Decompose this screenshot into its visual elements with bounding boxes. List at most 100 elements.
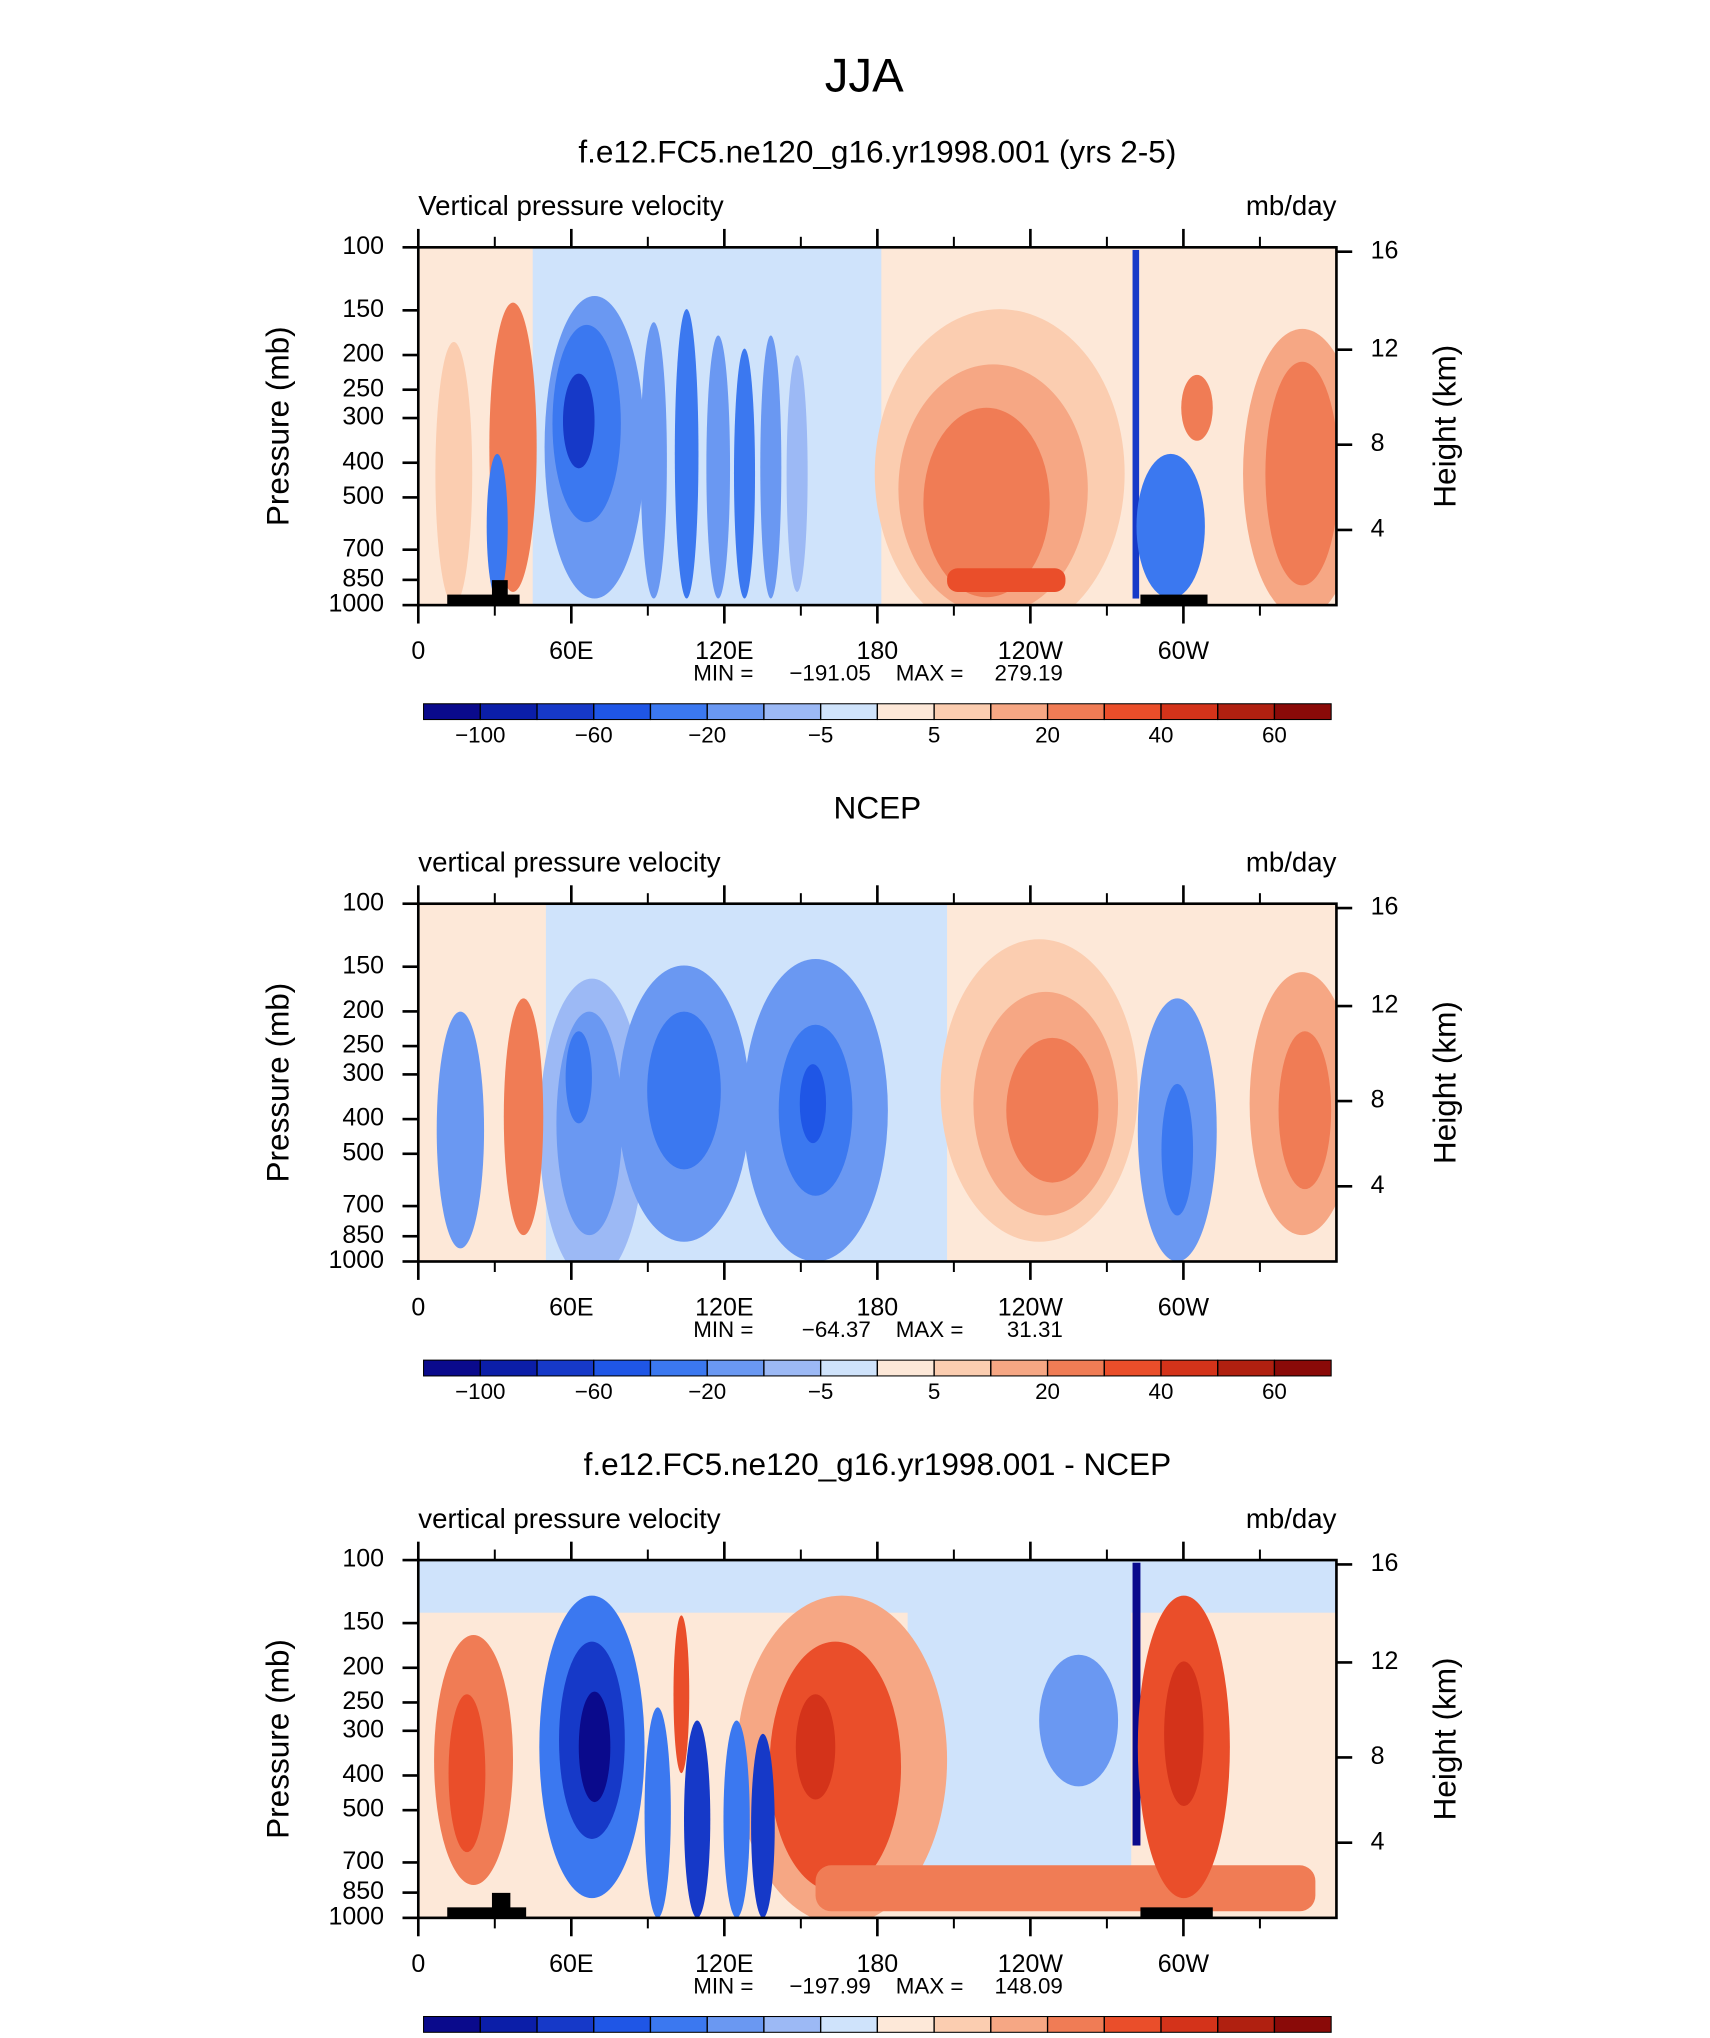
y-tick-label: 200: [342, 1652, 384, 1680]
colorbar-label: −40: [518, 2035, 556, 2038]
x-tick-label: 120W: [998, 1950, 1064, 1978]
stat-name: MAX =: [896, 1973, 964, 1998]
y2-axis-label: Height (km): [1426, 345, 1462, 508]
colorbar-label: 5: [928, 2035, 940, 2038]
x-tick-label: 180: [857, 637, 899, 665]
stat-name: MAX =: [896, 1317, 964, 1342]
colorbar-label: 20: [1035, 723, 1060, 748]
colorbar-box: [933, 703, 992, 721]
topography: [447, 1907, 527, 1918]
colorbar-label: 60: [1262, 1379, 1287, 1404]
x-tick-label: 0: [411, 637, 425, 665]
y-tick-label: 400: [342, 447, 384, 475]
x-tick-label: 60E: [549, 637, 593, 665]
y-tick-label: 150: [342, 951, 384, 979]
y2-axis-label: Height (km): [1426, 1657, 1462, 1820]
colorbar-label: 20: [1035, 1379, 1060, 1404]
colorbar-box: [876, 2015, 935, 2033]
colorbar-box: [1047, 703, 1105, 721]
colorbar-box: [706, 1359, 765, 1377]
x-tick-label: 120W: [998, 637, 1064, 665]
colorbar-label: −5: [808, 1379, 834, 1404]
y-axis-label: Pressure (mb): [260, 1639, 296, 1839]
colorbar-label: 50: [1262, 2035, 1287, 2038]
colorbar-box: [1217, 2015, 1275, 2033]
y-tick-label: 400: [342, 1760, 384, 1788]
y-tick-label: 250: [342, 374, 384, 402]
y2-tick-label: 12: [1371, 991, 1399, 1019]
y2-tick-label: 4: [1371, 1171, 1385, 1199]
stat-value: 148.09: [994, 1973, 1062, 1998]
colorbar-label: 5: [928, 723, 940, 748]
colorbar-box: [1273, 1359, 1332, 1377]
stat-name: MAX =: [896, 661, 964, 686]
contour-field: [418, 903, 1337, 1262]
y-tick-label: 300: [342, 403, 384, 431]
colorbar-label: 40: [1149, 1379, 1174, 1404]
colorbar-box: [706, 2015, 765, 2033]
colorbar-box: [763, 1359, 822, 1377]
y-tick-label: 100: [342, 888, 384, 916]
colorbar-label: 40: [1205, 2035, 1230, 2038]
panel: f.e12.FC5.ne120_g16.yr1998.001 (yrs 2-5)…: [260, 133, 1463, 747]
panel-title: f.e12.FC5.ne120_g16.yr1998.001 (yrs 2-5): [578, 133, 1176, 169]
y2-tick-label: 12: [1371, 334, 1399, 362]
y-tick-label: 700: [342, 1847, 384, 1875]
y-tick-label: 300: [342, 1715, 384, 1743]
y2-tick-label: 4: [1371, 1827, 1385, 1855]
colorbar-box: [1273, 2015, 1332, 2033]
colorbar-box: [763, 703, 822, 721]
colorbar-box: [876, 1359, 935, 1377]
colorbar-box: [990, 703, 1049, 721]
colorbar-box: [876, 703, 935, 721]
colorbar-box: [649, 703, 708, 721]
stat-value: −191.05: [789, 661, 870, 686]
stat-value: −197.99: [789, 1973, 870, 1998]
colorbar-label: −5: [808, 2035, 834, 2038]
y-axis-label: Pressure (mb): [260, 983, 296, 1183]
colorbar-label: −20: [688, 1379, 726, 1404]
y-tick-label: 100: [342, 232, 384, 260]
right-string: mb/day: [1246, 1503, 1337, 1534]
y-tick-label: 150: [342, 295, 384, 323]
y2-tick-label: 8: [1371, 1086, 1385, 1114]
panel-title: f.e12.FC5.ne120_g16.yr1998.001 - NCEP: [584, 1446, 1172, 1482]
colorbar-box: [820, 2015, 878, 2033]
y-tick-label: 500: [342, 1795, 384, 1823]
panel: NCEP vertical pressure velocity mb/day Pres…: [260, 790, 1463, 1404]
x-tick-label: 0: [411, 1950, 425, 1978]
colorbar-box: [1047, 2015, 1105, 2033]
x-tick-label: 120E: [695, 637, 753, 665]
panel-title: NCEP: [834, 790, 922, 826]
y2-tick-label: 16: [1371, 236, 1399, 264]
y-tick-label: 400: [342, 1104, 384, 1132]
colorbar-box: [763, 2015, 822, 2033]
colorbar-label: −50: [461, 2035, 499, 2038]
colorbar-box: [1047, 1359, 1105, 1377]
y2-tick-label: 16: [1371, 1549, 1399, 1577]
topography: [1140, 594, 1208, 606]
colorbar-box: [649, 2015, 708, 2033]
colorbar-box: [423, 2015, 481, 2033]
stat-value: 31.31: [1007, 1317, 1063, 1342]
y-tick-label: 300: [342, 1059, 384, 1087]
colorbar-box: [593, 703, 651, 721]
y-tick-label: 150: [342, 1608, 384, 1636]
colorbar-box: [1217, 703, 1275, 721]
y-tick-label: 200: [342, 996, 384, 1024]
topography: [1140, 1907, 1213, 1918]
colorbar-label: −20: [631, 2035, 669, 2038]
x-tick-label: 120E: [695, 1950, 753, 1978]
y-tick-label: 100: [342, 1545, 384, 1573]
x-tick-label: 60E: [549, 1293, 593, 1321]
y2-tick-label: 8: [1371, 429, 1385, 457]
colorbar-box: [820, 1359, 878, 1377]
colorbar-box: [1273, 703, 1332, 721]
colorbar-box: [479, 1359, 538, 1377]
y-tick-label: 1000: [328, 1246, 384, 1274]
colorbar-label: −10: [745, 2035, 783, 2038]
colorbar-box: [1217, 1359, 1275, 1377]
colorbar-box: [933, 1359, 992, 1377]
colorbar-box: [933, 2015, 992, 2033]
contour-field: [418, 247, 1337, 606]
